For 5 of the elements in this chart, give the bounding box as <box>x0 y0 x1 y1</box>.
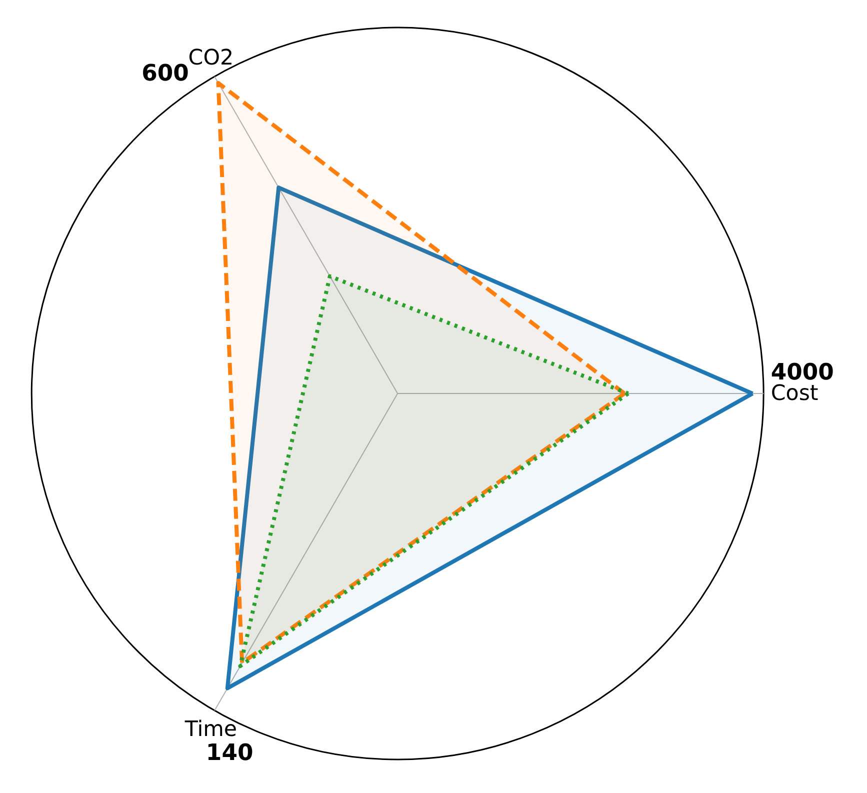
spoke-label: Cost <box>770 381 818 406</box>
text: 140 <box>206 740 254 766</box>
spoke-label: Time <box>184 716 238 742</box>
text: 600 <box>142 60 189 86</box>
spoke-label: CO2 <box>188 45 234 70</box>
